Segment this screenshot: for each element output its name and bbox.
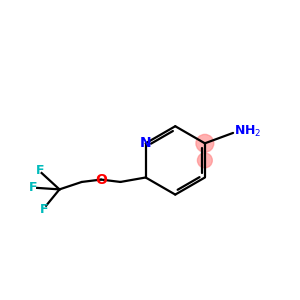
Circle shape <box>197 153 212 168</box>
Text: F: F <box>29 182 38 194</box>
Text: NH$_2$: NH$_2$ <box>234 124 261 139</box>
Text: N: N <box>140 136 152 150</box>
Circle shape <box>196 134 214 152</box>
Text: F: F <box>40 203 49 216</box>
Text: O: O <box>95 172 107 187</box>
Text: F: F <box>36 164 44 177</box>
